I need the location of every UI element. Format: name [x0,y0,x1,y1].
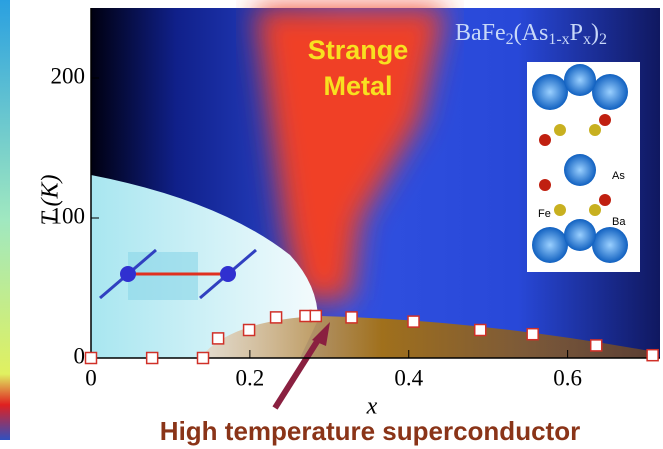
crystal-label: Ba [612,216,626,228]
region-label: Strange [308,35,409,65]
data-point [271,312,282,323]
y-tick-label: 200 [51,63,86,88]
formula-part: 1-x [548,31,569,48]
annotation: High temperature superconductor [160,416,580,446]
formula-part: 2 [506,31,514,48]
x-tick-label: 0.2 [235,365,264,390]
y-tick-label: 0 [74,343,86,368]
formula-part: 2 [599,31,607,48]
data-point [475,325,486,336]
formula-part: ) [591,20,599,46]
x-tick-label: 0 [85,365,97,390]
data-point [300,311,311,322]
crystal-label: Fe [538,208,551,220]
formula-part: (As [514,20,549,46]
formula-part: x [583,31,591,48]
data-point [213,333,224,344]
data-point [527,329,538,340]
data-point [310,311,321,322]
data-point [591,340,602,351]
x-tick-label: 0.6 [553,365,582,390]
figure: As Fe Ba Strange Metal BaFe2(As1-xPx)2 T… [0,0,663,449]
data-point [346,312,357,323]
x-tick-label: 0.4 [394,365,423,390]
crystal-inset: As Fe Ba [527,62,640,272]
data-point [198,353,209,364]
data-point [244,325,255,336]
edge-strip [0,0,10,440]
data-point [408,316,419,327]
region-label: Metal [323,71,392,101]
data-point [147,353,158,364]
crystal-label: As [612,170,625,182]
data-point [86,353,97,364]
formula-part: BaFe [455,20,506,46]
y-tick-label: 100 [51,203,86,228]
data-point [647,350,658,361]
formula-part: P [570,20,583,46]
